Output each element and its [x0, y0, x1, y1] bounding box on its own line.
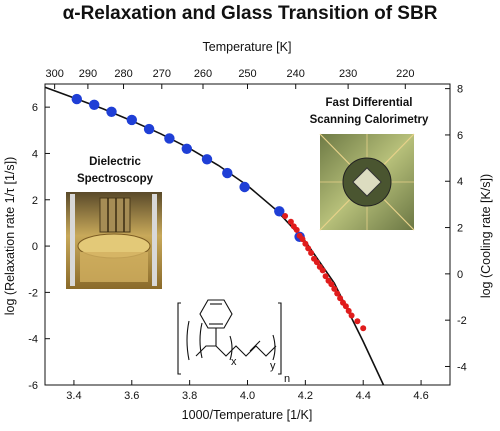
x2-tick-label: 300 [45, 68, 63, 80]
x2-tick-label: 240 [287, 68, 305, 80]
fdsc-data-point [320, 267, 326, 273]
y-axis-label: log (Relaxation rate 1/τ [1/s]) [3, 157, 17, 315]
x2-tick-label: 250 [238, 68, 256, 80]
x-tick-label: 3.8 [182, 390, 197, 402]
x2-axis-label: Temperature [K] [203, 40, 292, 54]
dielectric-data-point [222, 168, 232, 178]
dielectric-annotation-line1: Dielectric [89, 156, 141, 168]
x-tick-label: 3.4 [66, 390, 81, 402]
structure-y-subscript: y [270, 360, 276, 372]
fdsc-data-point [354, 318, 360, 324]
fdsc-annotation-line1: Fast Differential [326, 97, 413, 109]
fdsc-data-point [349, 313, 355, 319]
dielectric-data-point [89, 100, 99, 110]
fdsc-annotation-line2: Scanning Calorimetry [310, 114, 429, 126]
y-tick-label: -4 [28, 334, 38, 346]
y-tick-label: 2 [32, 195, 38, 207]
y2-tick-label: 6 [457, 130, 463, 142]
fdsc-data-point [294, 227, 300, 233]
y2-tick-label: 8 [457, 84, 463, 96]
fdsc-chip-photo [320, 134, 414, 230]
x-tick-label: 4.4 [356, 390, 371, 402]
x2-tick-label: 280 [114, 68, 132, 80]
x2-tick-label: 270 [153, 68, 171, 80]
dielectric-data-point [72, 94, 82, 104]
dielectric-annotation-line2: Spectroscopy [77, 173, 154, 185]
y2-tick-label: -2 [457, 315, 467, 327]
structure-x-subscript: x [231, 356, 237, 368]
y2-axis-label: log (Cooling rate [K/s]) [479, 174, 493, 298]
dielectric-data-point [202, 154, 212, 164]
fdsc-data-point [308, 250, 314, 256]
fdsc-data-point [360, 325, 366, 331]
dielectric-data-point [106, 107, 116, 117]
y-tick-label: 4 [32, 148, 38, 160]
x-tick-label: 4.2 [298, 390, 313, 402]
y-tick-label: -2 [28, 287, 38, 299]
dielectric-data-point [239, 182, 249, 192]
y-tick-label: 0 [32, 241, 38, 253]
x2-tick-label: 260 [194, 68, 212, 80]
dielectric-data-point [127, 115, 137, 125]
fdsc-data-point [282, 213, 288, 219]
y2-tick-label: 4 [457, 176, 463, 188]
dielectric-data-point [164, 133, 174, 143]
y2-tick-label: -4 [457, 361, 467, 373]
dielectric-cell-photo [66, 192, 162, 289]
y-tick-label: -6 [28, 380, 38, 392]
x2-tick-label: 290 [79, 68, 97, 80]
structure-n-subscript: n [284, 373, 290, 385]
x2-tick-label: 230 [339, 68, 357, 80]
sbr-chemical-structure [178, 300, 281, 374]
x2-tick-label: 220 [396, 68, 414, 80]
dielectric-data-point [182, 144, 192, 154]
x-tick-label: 3.6 [124, 390, 139, 402]
x-tick-label: 4.6 [413, 390, 428, 402]
y-tick-label: 6 [32, 102, 38, 114]
y2-tick-label: 0 [457, 269, 463, 281]
x-axis-label: 1000/Temperature [1/K] [182, 408, 313, 422]
y2-tick-label: 2 [457, 223, 463, 235]
dielectric-data-point [144, 124, 154, 134]
x-tick-label: 4.0 [240, 390, 255, 402]
